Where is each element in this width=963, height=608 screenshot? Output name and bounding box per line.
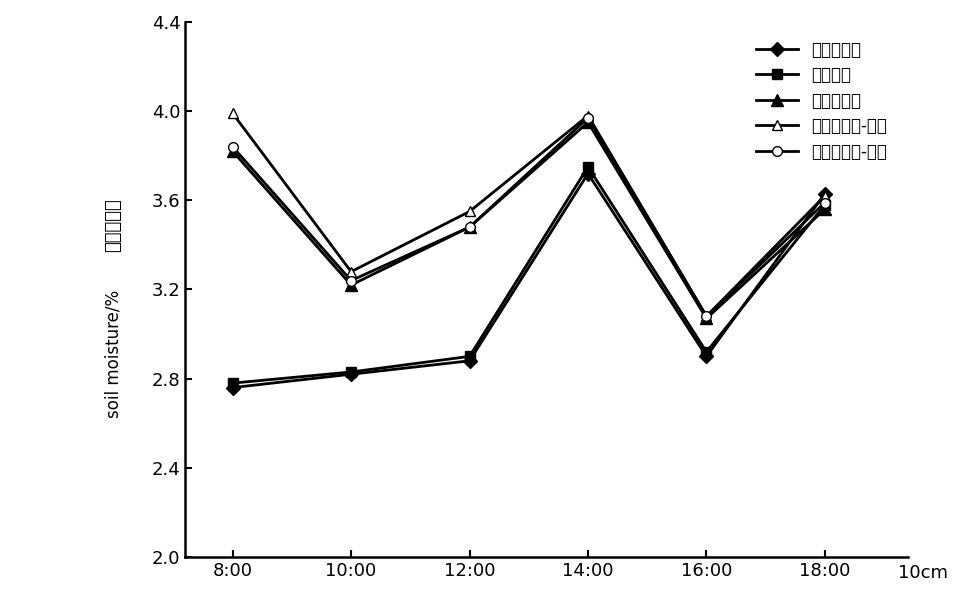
水平阶整地	[346, 370, 357, 378]
Legend: 水平阶整地, 全面整地, 鱼鳞坑整地, 保护性整地-覆膜, 保护性整地-覆草: 水平阶整地, 全面整地, 鱼鳞坑整地, 保护性整地-覆膜, 保护性整地-覆草	[751, 36, 893, 166]
保护性整地-覆膜	[820, 192, 831, 199]
保护性整地-覆草	[701, 313, 713, 320]
保护性整地-覆草	[346, 277, 357, 284]
水平阶整地	[701, 353, 713, 360]
保护性整地-覆草	[583, 114, 594, 122]
Line: 保护性整地-覆膜: 保护性整地-覆膜	[228, 109, 830, 321]
保护性整地-覆草	[464, 223, 476, 230]
鱼鳞坑整地	[820, 206, 831, 213]
保护性整地-覆膜	[701, 313, 713, 320]
保护性整地-覆膜	[346, 268, 357, 275]
全面整地	[701, 348, 713, 356]
Text: 10cm: 10cm	[898, 564, 949, 582]
Line: 鱼鳞坑整地: 鱼鳞坑整地	[227, 117, 830, 324]
水平阶整地	[464, 357, 476, 364]
鱼鳞坑整地	[227, 148, 239, 155]
全面整地	[464, 353, 476, 360]
鱼鳞坑整地	[464, 223, 476, 230]
水平阶整地	[820, 190, 831, 197]
水平阶整地	[227, 384, 239, 391]
Text: 土壤含水率: 土壤含水率	[104, 198, 122, 252]
全面整地	[346, 368, 357, 376]
保护性整地-覆膜	[464, 208, 476, 215]
全面整地	[583, 163, 594, 170]
水平阶整地	[583, 170, 594, 177]
保护性整地-覆膜	[227, 110, 239, 117]
保护性整地-覆草	[227, 143, 239, 150]
Line: 保护性整地-覆草: 保护性整地-覆草	[228, 113, 830, 321]
鱼鳞坑整地	[346, 282, 357, 289]
保护性整地-覆膜	[583, 112, 594, 119]
鱼鳞坑整地	[701, 315, 713, 322]
Line: 水平阶整地: 水平阶整地	[228, 168, 830, 392]
保护性整地-覆草	[820, 199, 831, 206]
全面整地	[820, 201, 831, 209]
全面整地	[227, 379, 239, 387]
Line: 全面整地: 全面整地	[228, 162, 830, 388]
Text: soil moisture/%: soil moisture/%	[104, 289, 122, 418]
鱼鳞坑整地	[583, 119, 594, 126]
